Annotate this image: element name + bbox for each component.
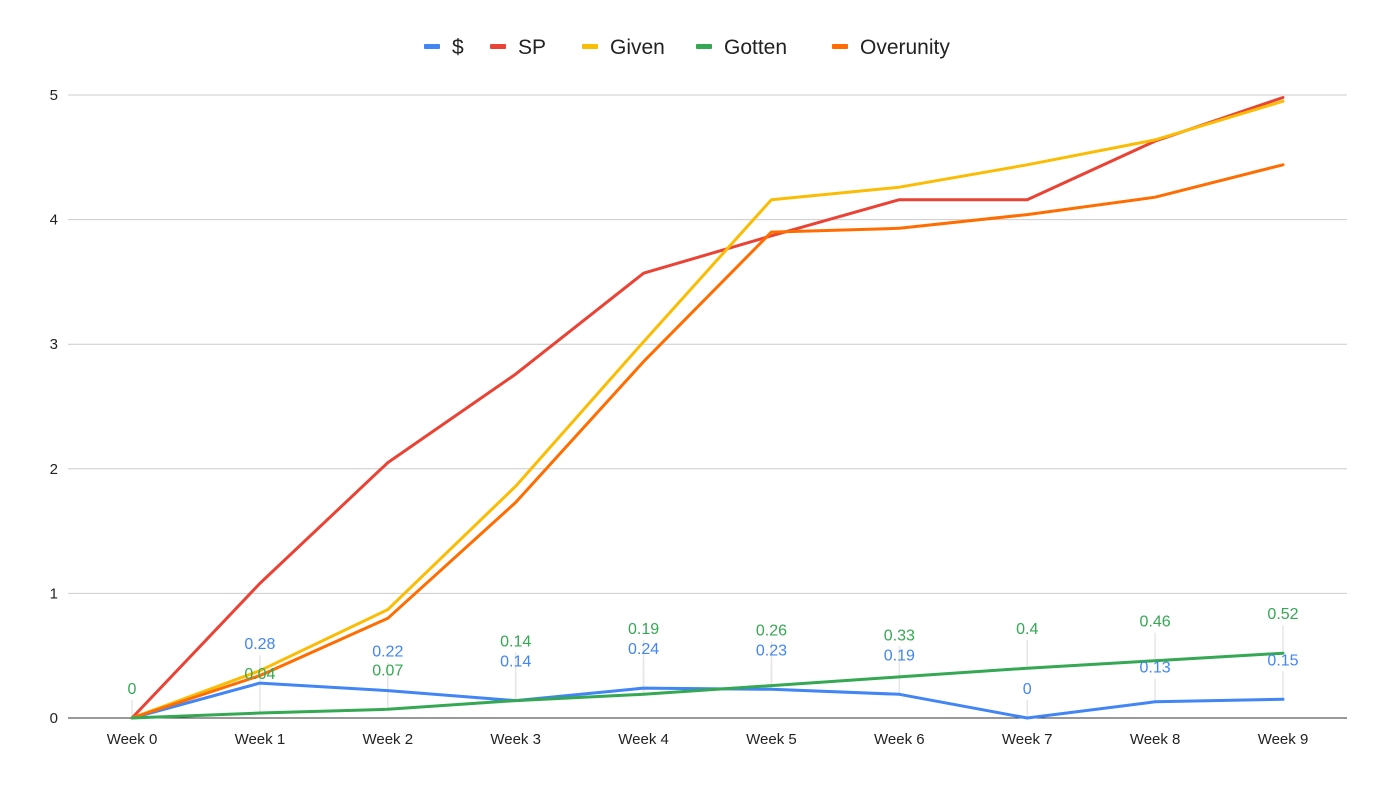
- series-line-given: [130, 99, 1285, 720]
- x-tick-label: Week 6: [874, 731, 925, 748]
- y-tick-label: 2: [50, 461, 58, 478]
- x-tick-label: Week 2: [362, 731, 413, 748]
- y-axis-ticks: 0 1 2 3 4 5: [50, 87, 58, 727]
- series-line-gotten: [130, 651, 1285, 720]
- data-label-gotten: 0.52: [1267, 606, 1298, 623]
- legend-item-gotten: Gotten: [696, 36, 787, 59]
- x-tick-label: Week 8: [1130, 731, 1181, 748]
- legend-item-dollar: $: [424, 36, 464, 59]
- data-label-: 0.23: [756, 642, 787, 659]
- data-label-gotten: 0.46: [1140, 614, 1171, 631]
- gridlines: [68, 94, 1347, 719]
- legend-swatch-gotten: [696, 44, 712, 49]
- x-tick-label: Week 5: [746, 731, 797, 748]
- legend: $ SP Given Gotten Overunity: [424, 36, 950, 59]
- legend-swatch-overunity: [832, 44, 848, 49]
- x-tick-label: Week 9: [1258, 731, 1309, 748]
- x-axis-ticks: Week 0 Week 1 Week 2 Week 3 Week 4 Week 5 Week…: [107, 731, 1309, 748]
- data-label-: 0.15: [1267, 652, 1298, 669]
- data-label-: 0.14: [500, 654, 531, 671]
- y-tick-label: 3: [50, 336, 58, 353]
- y-tick-label: 5: [50, 87, 58, 104]
- data-label-: 0.22: [372, 644, 403, 661]
- series-line-sp: [130, 96, 1285, 720]
- y-tick-label: 0: [50, 710, 58, 727]
- data-label-gotten: 0.33: [884, 627, 915, 644]
- y-tick-label: 1: [50, 585, 58, 602]
- legend-item-sp: SP: [490, 36, 546, 59]
- legend-label-given: Given: [610, 36, 665, 59]
- data-label-: 0.24: [628, 641, 659, 658]
- legend-label-dollar: $: [452, 36, 464, 59]
- data-label-: 0: [1023, 681, 1032, 698]
- legend-swatch-sp: [490, 44, 506, 49]
- series-line-overunity: [130, 163, 1285, 720]
- x-tick-label: Week 0: [107, 731, 158, 748]
- legend-label-sp: SP: [518, 36, 546, 59]
- data-label-gotten: 0.4: [1016, 621, 1038, 638]
- legend-item-overunity: Overunity: [832, 36, 950, 59]
- data-label-gotten: 0.07: [372, 662, 403, 679]
- data-label-: 0.13: [1140, 660, 1171, 677]
- y-tick-label: 4: [50, 212, 58, 229]
- x-tick-label: Week 7: [1002, 731, 1053, 748]
- x-tick-label: Week 4: [618, 731, 669, 748]
- legend-item-given: Given: [582, 36, 665, 59]
- data-label-: 0.28: [244, 636, 275, 653]
- data-label-gotten: 0.14: [500, 634, 531, 651]
- legend-swatch-dollar: [424, 44, 440, 49]
- legend-swatch-given: [582, 44, 598, 49]
- legend-label-gotten: Gotten: [724, 36, 787, 59]
- label-leader-lines: [131, 625, 1284, 718]
- data-label-gotten: 0.04: [244, 666, 275, 683]
- series-lines: [130, 96, 1285, 720]
- data-labels: 0.28 0.22 0.14 0.24 0.23 0.19 0 0.13 0.15 0 0.04 0.…: [128, 606, 1299, 698]
- data-label-gotten: 0.26: [756, 622, 787, 639]
- data-label-gotten: 0: [128, 681, 137, 698]
- x-tick-label: Week 1: [235, 731, 286, 748]
- data-label-gotten: 0.19: [628, 621, 659, 638]
- legend-label-overunity: Overunity: [860, 36, 950, 59]
- data-label-: 0.19: [884, 647, 915, 664]
- x-tick-label: Week 3: [490, 731, 541, 748]
